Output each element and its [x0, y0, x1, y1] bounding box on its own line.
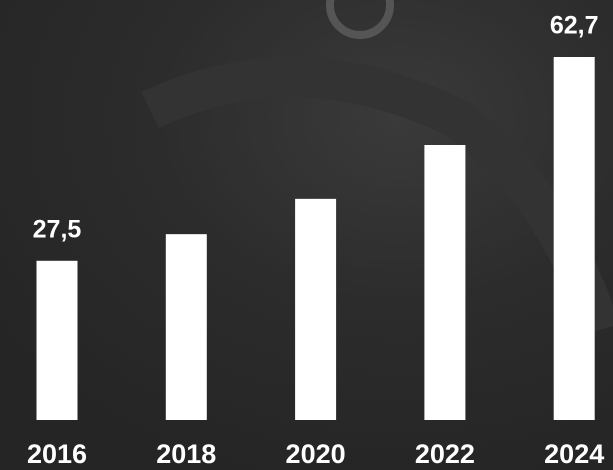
bar — [424, 145, 466, 420]
background-decoration — [326, 0, 394, 39]
bar — [295, 198, 337, 420]
x-tick-label: 2020 — [286, 439, 346, 469]
bar — [553, 57, 595, 420]
value-label: 27,5 — [33, 215, 82, 243]
x-tick-label: 2016 — [27, 439, 87, 469]
x-tick-label: 2018 — [156, 439, 216, 469]
x-tick-label: 2024 — [544, 439, 604, 469]
bar — [165, 234, 207, 420]
x-tick-label: 2022 — [415, 439, 475, 469]
bar — [36, 260, 78, 420]
value-label: 62,7 — [550, 12, 599, 40]
